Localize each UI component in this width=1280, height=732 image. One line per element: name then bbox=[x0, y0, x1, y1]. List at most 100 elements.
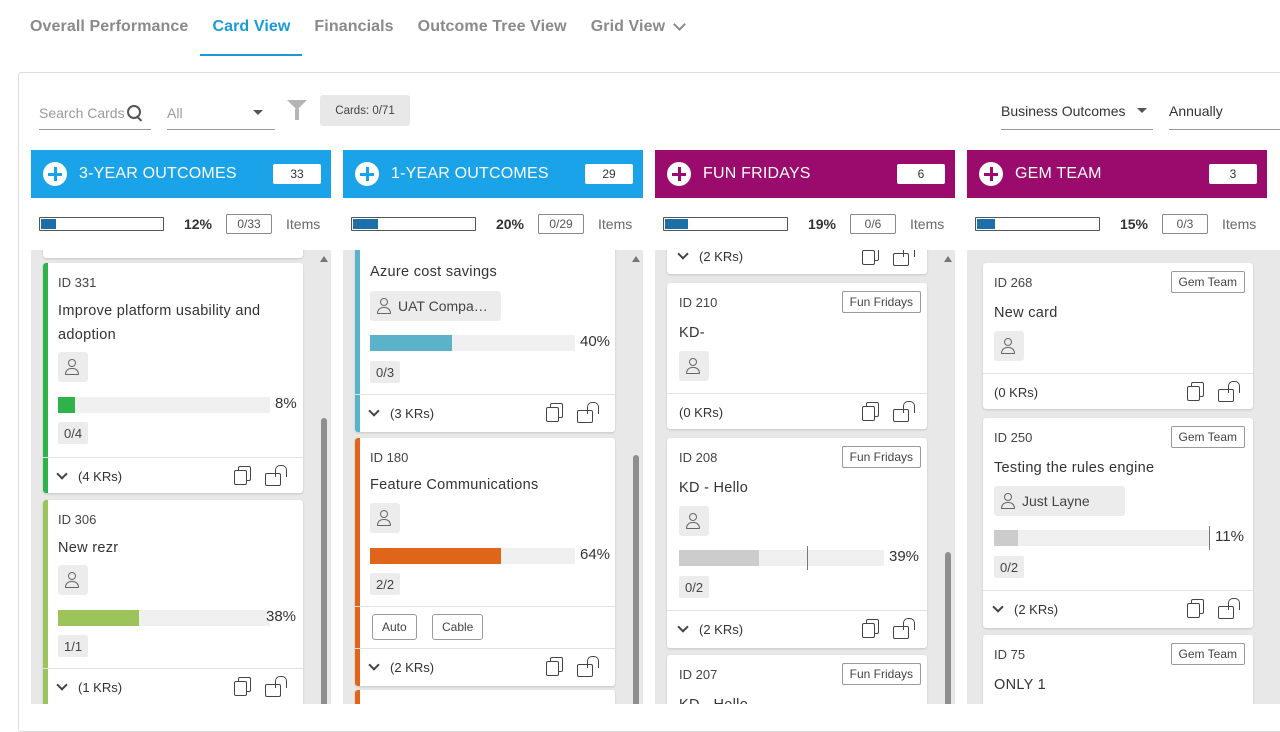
add-card-icon[interactable] bbox=[979, 162, 1003, 186]
search-input[interactable] bbox=[39, 104, 125, 121]
outcome-card[interactable]: ID 250 Gem Team Testing the rules engine… bbox=[983, 418, 1253, 628]
outcome-card[interactable]: ID 306 New rezr 38% 1/1 (1 KRs) bbox=[43, 500, 303, 704]
owner-avatar[interactable] bbox=[679, 351, 709, 381]
copy-icon[interactable] bbox=[545, 403, 563, 422]
card-tag[interactable]: Gem Team bbox=[1170, 643, 1245, 665]
chevron-down-icon[interactable] bbox=[673, 18, 686, 31]
kr-summary: (2 KRs) bbox=[699, 621, 744, 637]
unlock-icon[interactable] bbox=[265, 465, 287, 486]
scroll-thumb[interactable] bbox=[321, 418, 327, 704]
outcome-card[interactable]: Azure cost savings UAT Compa… 40% 0/3 (3… bbox=[355, 250, 615, 432]
owner-avatar[interactable] bbox=[679, 506, 709, 536]
kr-count: 2/2 bbox=[370, 573, 401, 595]
column-count: 3 bbox=[1209, 164, 1257, 184]
copy-icon[interactable] bbox=[861, 619, 879, 638]
expand-krs-toggle[interactable]: (1 KRs) bbox=[56, 669, 122, 704]
card-content: ID 331 Improve platform usability and ad… bbox=[58, 263, 297, 493]
copy-icon[interactable] bbox=[545, 657, 563, 676]
unlock-icon[interactable] bbox=[577, 402, 599, 423]
card-content: ID 268 Gem Team New card bbox=[994, 263, 1245, 409]
add-card-icon[interactable] bbox=[355, 162, 379, 186]
tab-overall-performance[interactable]: Overall Performance bbox=[18, 0, 200, 56]
progress-fill bbox=[679, 550, 759, 566]
copy-icon[interactable] bbox=[233, 466, 251, 485]
column-progress-bar bbox=[975, 217, 1100, 231]
card-percent: 8% bbox=[275, 395, 297, 412]
search-icon[interactable] bbox=[127, 104, 143, 121]
tab-card-view[interactable]: Card View bbox=[200, 0, 303, 56]
card-percent: 64% bbox=[580, 546, 611, 563]
progress-fill bbox=[353, 219, 378, 229]
filter-icon[interactable] bbox=[287, 100, 307, 120]
outcome-card[interactable]: ID 208 Fun Fridays KD - Hello 39% 0/2 (2… bbox=[667, 438, 927, 648]
copy-icon[interactable] bbox=[1186, 382, 1204, 401]
column-count: 29 bbox=[585, 164, 633, 184]
copy-icon[interactable] bbox=[233, 677, 251, 696]
column-scrollbar[interactable] bbox=[631, 250, 641, 704]
tab-grid-view[interactable]: Grid View bbox=[579, 0, 696, 56]
card-partial[interactable] bbox=[43, 250, 303, 258]
unlock-icon[interactable] bbox=[577, 656, 599, 677]
label-chip[interactable]: Auto bbox=[372, 614, 417, 640]
owner-avatar[interactable] bbox=[58, 565, 88, 595]
owner-avatar[interactable] bbox=[370, 503, 400, 533]
unlock-icon[interactable] bbox=[1218, 381, 1240, 402]
unlock-icon[interactable] bbox=[893, 401, 915, 422]
card-id: ID 208 bbox=[679, 450, 718, 465]
copy-icon[interactable] bbox=[861, 250, 879, 265]
chevron-down-icon bbox=[56, 679, 68, 691]
card-tag[interactable]: Gem Team bbox=[1170, 271, 1245, 293]
card-tag[interactable]: Fun Fridays bbox=[841, 446, 921, 468]
expand-krs-toggle[interactable]: (3 KRs) bbox=[368, 395, 434, 431]
scroll-up-icon[interactable] bbox=[944, 256, 952, 262]
scroll-up-icon[interactable] bbox=[320, 256, 328, 262]
outcome-type-select[interactable]: Business Outcomes bbox=[1001, 92, 1153, 130]
card-id: ID 250 bbox=[994, 430, 1033, 445]
owner-chip[interactable]: UAT Compa… bbox=[370, 291, 501, 321]
column-stats: 12% 0/33 Items bbox=[31, 198, 331, 250]
person-icon bbox=[64, 359, 80, 375]
outcome-card[interactable]: ID 268 Gem Team New card (0 KRs) bbox=[983, 263, 1253, 409]
unlock-icon[interactable] bbox=[1218, 598, 1240, 619]
copy-icon[interactable] bbox=[861, 402, 879, 421]
add-card-icon[interactable] bbox=[43, 162, 67, 186]
items-label: Items bbox=[1222, 216, 1257, 232]
expand-krs-toggle[interactable]: (2 KRs) bbox=[368, 649, 434, 685]
scroll-up-icon[interactable] bbox=[632, 256, 640, 262]
card-tag[interactable]: Fun Fridays bbox=[841, 663, 921, 685]
outcome-card[interactable]: ID 210 Fun Fridays KD- (0 KRs) bbox=[667, 283, 927, 429]
card-id: ID 268 bbox=[994, 275, 1033, 290]
outcome-card[interactable]: (2 KRs) bbox=[667, 250, 927, 274]
outcome-card[interactable]: ID 207 Fun Fridays KD - Hello bbox=[667, 655, 927, 704]
label-chip[interactable]: Cable bbox=[432, 614, 484, 640]
column-percent: 19% bbox=[807, 216, 836, 232]
owner-chip[interactable]: Just Layne bbox=[994, 486, 1125, 516]
outcome-card[interactable]: ID 180 Feature Communications 64% 2/2 Au… bbox=[355, 438, 615, 686]
card-partial[interactable] bbox=[355, 690, 615, 704]
unlock-icon[interactable] bbox=[893, 618, 915, 639]
scroll-thumb[interactable] bbox=[633, 455, 639, 704]
owner-avatar[interactable] bbox=[994, 331, 1024, 361]
outcome-card[interactable]: ID 75 Gem Team ONLY 1 bbox=[983, 635, 1253, 704]
expand-krs-toggle[interactable]: (2 KRs) bbox=[677, 250, 743, 274]
card-tag[interactable]: Fun Fridays bbox=[841, 291, 921, 313]
tab-outcome-tree-view[interactable]: Outcome Tree View bbox=[406, 0, 579, 56]
period-select[interactable]: Annually bbox=[1169, 92, 1280, 130]
owner-avatar[interactable] bbox=[58, 352, 88, 382]
expand-krs-toggle[interactable]: (4 KRs) bbox=[56, 458, 122, 493]
tab-label: Grid View bbox=[590, 18, 666, 35]
copy-icon[interactable] bbox=[1186, 599, 1204, 618]
unlock-icon[interactable] bbox=[893, 250, 915, 266]
column-scrollbar[interactable] bbox=[319, 250, 329, 704]
tab-financials[interactable]: Financials bbox=[302, 0, 405, 56]
add-card-icon[interactable] bbox=[667, 162, 691, 186]
column-scrollbar[interactable] bbox=[943, 250, 953, 704]
unlock-icon[interactable] bbox=[265, 676, 287, 697]
card-filter-select[interactable]: All bbox=[167, 96, 275, 130]
caret-down-icon bbox=[1137, 108, 1147, 113]
expand-krs-toggle[interactable]: (2 KRs) bbox=[677, 611, 744, 647]
scroll-thumb[interactable] bbox=[945, 552, 951, 704]
card-tag[interactable]: Gem Team bbox=[1170, 426, 1245, 448]
outcome-card[interactable]: ID 331 Improve platform usability and ad… bbox=[43, 263, 303, 493]
expand-krs-toggle[interactable]: (2 KRs) bbox=[992, 591, 1058, 627]
